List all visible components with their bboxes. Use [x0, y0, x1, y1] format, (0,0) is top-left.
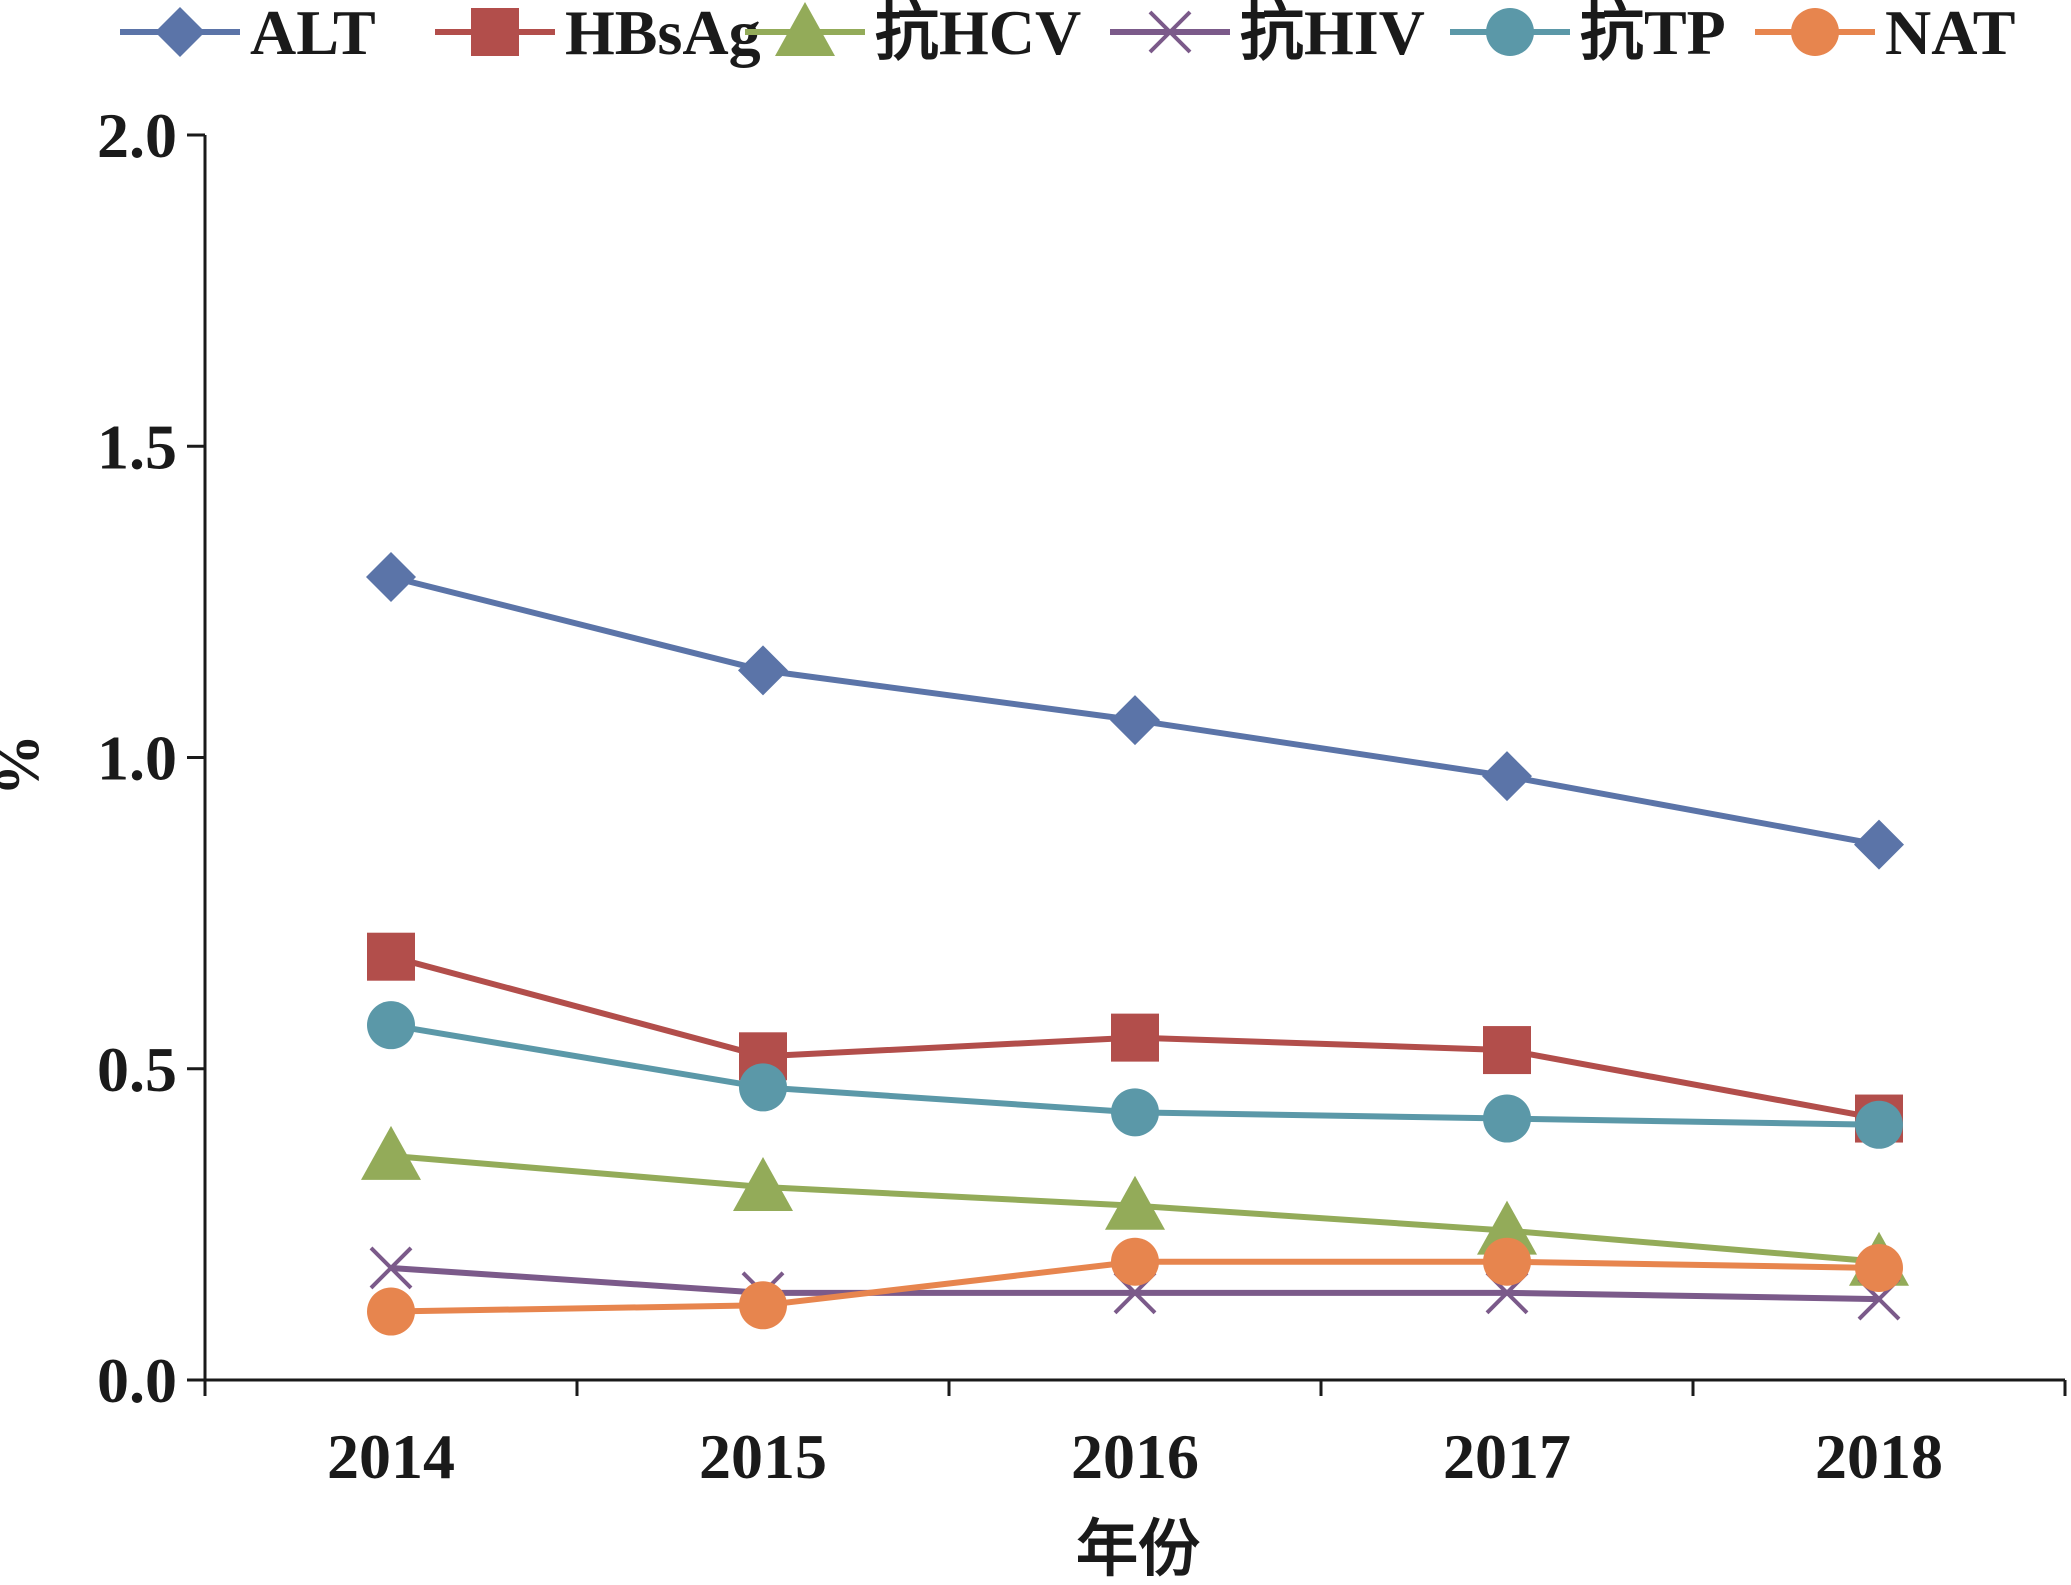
x-tick-label: 2017 [1443, 1421, 1571, 1492]
data-point [367, 932, 415, 981]
legend-label: 抗TP [1580, 0, 1726, 68]
data-point [738, 645, 788, 696]
data-point [367, 1287, 415, 1336]
data-point [1111, 1013, 1159, 1062]
legend-swatch-marker [775, 2, 835, 56]
data-point [1110, 695, 1160, 746]
data-point [739, 1063, 787, 1112]
legend-item: HBsAg [435, 0, 761, 68]
data-point [1105, 1175, 1165, 1230]
legend-item: 抗HIV [1110, 0, 1425, 68]
legend-label: NAT [1885, 0, 2015, 68]
y-tick-label: 0.0 [97, 1345, 177, 1416]
legend-item: 抗HCV [745, 0, 1081, 68]
y-tick-label: 0.5 [97, 1034, 177, 1105]
data-point [1483, 1094, 1531, 1143]
data-point [1855, 1243, 1903, 1292]
data-point [1477, 1200, 1537, 1255]
data-point [366, 551, 416, 602]
legend-swatch-marker [1148, 10, 1192, 54]
legend-label: HBsAg [565, 0, 761, 68]
legend-swatch-marker [1486, 8, 1534, 56]
x-tick-label: 2014 [327, 1421, 455, 1492]
data-point [1482, 751, 1532, 802]
legend-item: NAT [1755, 0, 2015, 68]
data-point [367, 1001, 415, 1050]
y-tick-label: 2.0 [97, 100, 177, 171]
data-point [361, 1125, 421, 1180]
legend-label: 抗HCV [875, 0, 1081, 68]
y-tick-label: 1.5 [97, 411, 177, 482]
series-4 [367, 1001, 1903, 1149]
series-0 [366, 551, 1904, 870]
legend-swatch-marker [471, 8, 519, 56]
data-point [1854, 819, 1904, 870]
data-point [1111, 1088, 1159, 1137]
x-axis-label: 年份 [1076, 1515, 1200, 1584]
data-point [1855, 1100, 1903, 1149]
x-tick-label: 2018 [1815, 1421, 1943, 1492]
series-5 [367, 1237, 1903, 1336]
data-point [369, 1246, 413, 1290]
data-point [1483, 1026, 1531, 1075]
data-point [1483, 1237, 1531, 1286]
x-tick-label: 2016 [1071, 1421, 1199, 1492]
legend-swatch-marker [1791, 8, 1839, 56]
x-tick-label: 2015 [699, 1421, 827, 1492]
data-point [1111, 1237, 1159, 1286]
legend-item: ALT [120, 0, 376, 68]
data-point [733, 1157, 793, 1212]
legend-label: ALT [250, 0, 376, 68]
y-axis-label: % [0, 734, 52, 796]
data-point [739, 1281, 787, 1330]
legend-swatch-marker [155, 7, 205, 57]
legend-item: 抗TP [1450, 0, 1726, 68]
series-layer [361, 551, 1909, 1336]
y-tick-label: 1.0 [97, 723, 177, 794]
axes: 0.0 0.5 1.0 1.5 2.0 2014 2015 2016 2017 2018 [97, 100, 2067, 1492]
legend: ALT HBsAg 抗HCV 抗HIV 抗TP NAT [120, 0, 2015, 68]
legend-label: 抗HIV [1240, 0, 1425, 68]
